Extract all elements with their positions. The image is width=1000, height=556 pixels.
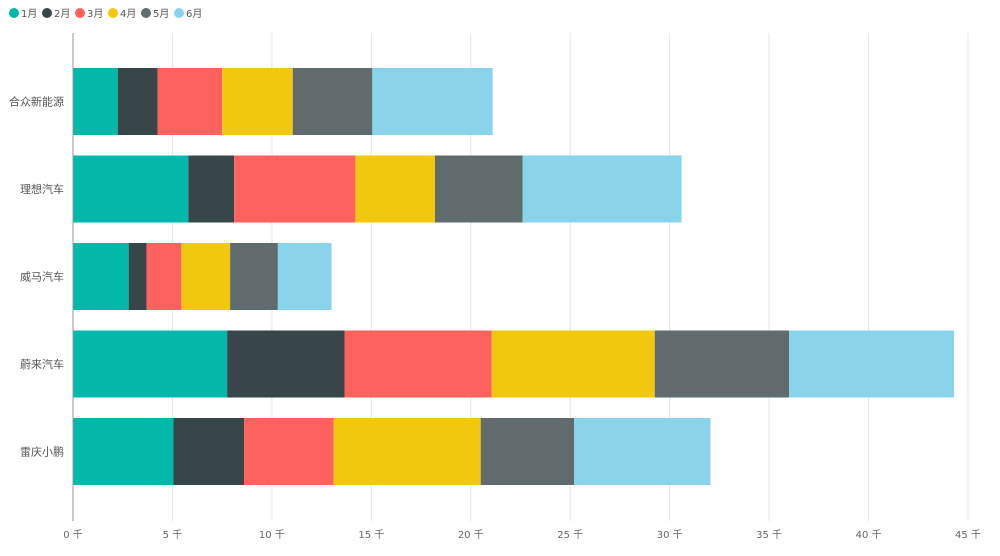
bar-segment[interactable] [244, 418, 334, 485]
bar-segment[interactable] [292, 68, 373, 135]
x-tick-label: 0 千 [63, 529, 83, 541]
x-tick-label: 25 千 [557, 529, 583, 541]
legend-label: 2月 [54, 8, 70, 20]
legend-swatch [9, 8, 19, 18]
legend-swatch [108, 8, 118, 18]
category-label: 合众新能源 [9, 95, 64, 109]
legend-label: 3月 [87, 8, 103, 20]
bar-segment[interactable] [434, 155, 523, 223]
legend-label: 6月 [186, 8, 202, 20]
x-tick-label: 45 千 [955, 529, 981, 541]
x-axis: 0 千 5 千 10 千 15 千 20 千 25 千 30 千 35 千 40 千 45 千 [63, 529, 981, 541]
bar-segment[interactable] [480, 418, 575, 485]
bar-segment[interactable] [73, 418, 174, 485]
x-tick-label: 30 千 [657, 529, 683, 541]
bar-segment[interactable] [73, 68, 118, 135]
bar-segment[interactable] [146, 243, 182, 310]
bar-segment[interactable] [73, 155, 189, 223]
legend-label: 4月 [120, 8, 136, 20]
bar-segment[interactable] [574, 418, 711, 485]
bar-segment[interactable] [230, 243, 278, 310]
bar-segment[interactable] [188, 155, 235, 223]
bar-segment[interactable] [227, 330, 345, 398]
bars [73, 68, 955, 485]
bar-segment[interactable] [372, 68, 493, 135]
legend-item-4[interactable]: 4月 [108, 8, 136, 20]
bar-segment[interactable] [173, 418, 245, 485]
x-tick-label: 20 千 [458, 529, 484, 541]
legend-item-6[interactable]: 6月 [174, 8, 202, 20]
legend-item-2[interactable]: 2月 [42, 8, 70, 20]
bar-segment[interactable] [157, 68, 223, 135]
legend-swatch [141, 8, 151, 18]
bar-segment[interactable] [222, 68, 293, 135]
x-tick-label: 40 千 [856, 529, 882, 541]
bar-segment[interactable] [73, 330, 228, 398]
x-tick-label: 15 千 [358, 529, 384, 541]
x-tick-label: 35 千 [756, 529, 782, 541]
legend-swatch [174, 8, 184, 18]
category-label: 理想汽车 [20, 182, 64, 196]
legend-swatch [75, 8, 85, 18]
x-tick-label: 10 千 [259, 529, 285, 541]
category-label: 威马汽车 [20, 270, 64, 284]
bar-segment[interactable] [277, 243, 332, 310]
bar-segment[interactable] [128, 243, 147, 310]
legend-label: 1月 [21, 8, 37, 20]
bar-segment[interactable] [522, 155, 682, 223]
legend: 1月 2月 3月 4月 5月 6月 [9, 8, 202, 20]
bar-segment[interactable] [333, 418, 481, 485]
legend-label: 5月 [153, 8, 169, 20]
legend-item-5[interactable]: 5月 [141, 8, 169, 20]
category-label: 蔚来汽车 [20, 357, 64, 371]
legend-item-1[interactable]: 1月 [9, 8, 37, 20]
legend-item-3[interactable]: 3月 [75, 8, 103, 20]
bar-segment[interactable] [654, 330, 789, 398]
x-tick-label: 5 千 [163, 529, 183, 541]
bar-segment[interactable] [117, 68, 158, 135]
bar-segment[interactable] [491, 330, 655, 398]
bar-segment[interactable] [789, 330, 955, 398]
bar-segment[interactable] [73, 243, 129, 310]
category-label: 雷庆小鹏 [20, 445, 64, 459]
legend-swatch [42, 8, 52, 18]
bar-segment[interactable] [344, 330, 492, 398]
bar-segment[interactable] [234, 155, 356, 223]
bar-segment[interactable] [181, 243, 231, 310]
bar-segment[interactable] [355, 155, 435, 223]
